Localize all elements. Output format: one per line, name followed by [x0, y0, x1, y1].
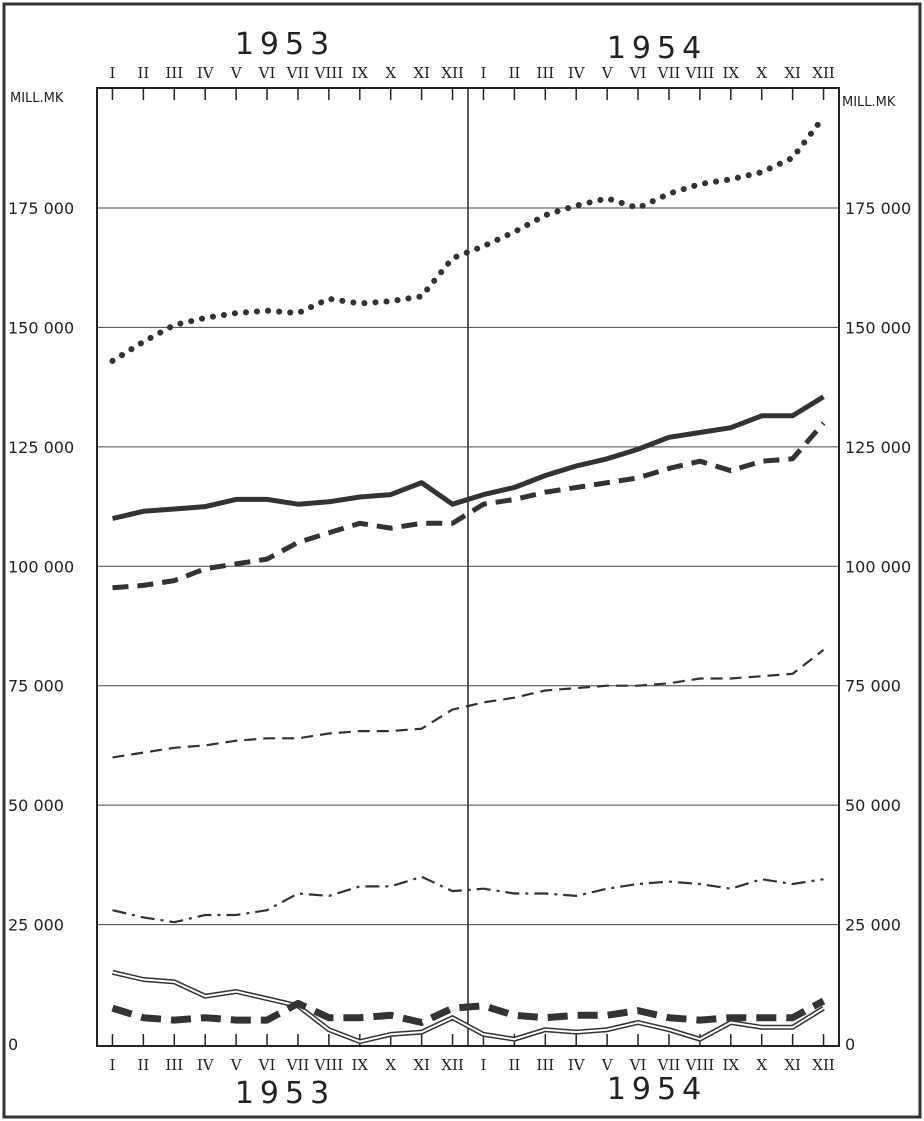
- month-label-bottom: VII: [657, 1056, 681, 1074]
- month-label-top: VII: [286, 64, 310, 82]
- series-line-dotted-heavy: [109, 114, 827, 364]
- y-tick-label-right: 50 000: [845, 796, 901, 815]
- month-label-top: IV: [568, 64, 586, 82]
- y-tick-label-left: 0: [8, 1035, 18, 1054]
- month-label-top: VIII: [685, 64, 715, 82]
- month-label-top: VII: [657, 64, 681, 82]
- series-line-dashed-extra-heavy: [111, 997, 826, 1026]
- series-line-dashed-heavy: [112, 421, 826, 591]
- month-label-bottom: IV: [197, 1056, 215, 1074]
- month-label-top: X: [385, 64, 396, 82]
- month-label-bottom: I: [109, 1056, 115, 1074]
- month-label-bottom: II: [137, 1056, 149, 1074]
- y-tick-label-left: 75 000: [8, 677, 64, 696]
- month-label-top: IX: [351, 64, 368, 82]
- y-tick-label-right: 100 000: [845, 557, 911, 576]
- series-path: [111, 997, 826, 1026]
- month-label-bottom: VI: [629, 1056, 647, 1074]
- month-label-bottom: IX: [722, 1056, 739, 1074]
- series-line-double-line: [111, 969, 825, 1045]
- y-tick-label-left: 125 000: [8, 438, 74, 457]
- month-label-top: V: [601, 64, 614, 82]
- series-line-dash-dot: [112, 875, 824, 924]
- month-label-bottom: I: [480, 1056, 486, 1074]
- month-label-top: XII: [812, 64, 835, 82]
- y-tick-label-right: 0: [845, 1035, 855, 1054]
- y-tick-label-left: 25 000: [8, 916, 64, 935]
- month-label-top: XI: [784, 64, 801, 82]
- month-label-top: VI: [258, 64, 276, 82]
- month-label-bottom: IV: [568, 1056, 586, 1074]
- month-label-top: X: [756, 64, 767, 82]
- y-tick-label-right: 125 000: [845, 438, 911, 457]
- y-tick-label-right: 75 000: [845, 677, 901, 696]
- month-label-bottom: VIII: [314, 1056, 344, 1074]
- y-tick-label-right: 150 000: [845, 318, 911, 337]
- month-label-bottom: X: [385, 1056, 396, 1074]
- month-label-top: I: [109, 64, 115, 82]
- month-label-top: V: [230, 64, 243, 82]
- y-tick-label-left: 100 000: [8, 557, 74, 576]
- y-tick-label-left: 150 000: [8, 318, 74, 337]
- month-label-bottom: VIII: [685, 1056, 715, 1074]
- series-path: [112, 421, 826, 591]
- month-label-top: II: [137, 64, 149, 82]
- month-label-bottom: XI: [413, 1056, 430, 1074]
- month-label-bottom: III: [536, 1056, 554, 1074]
- year-label-top-1954: 1954: [607, 31, 707, 66]
- month-label-bottom: III: [165, 1056, 183, 1074]
- y-tick-label-right: 175 000: [845, 199, 911, 218]
- series-path: [109, 114, 827, 364]
- series-line-dashed-thin: [112, 649, 825, 759]
- series-layer: [109, 114, 827, 1045]
- month-label-bottom: VI: [258, 1056, 276, 1074]
- series-path: [111, 394, 825, 521]
- tick-layer: 0 0 25 000 25 000 50 000 50 000 75 000 75 000 10…: [8, 64, 911, 1074]
- series-path: [112, 649, 825, 759]
- month-label-bottom: II: [508, 1056, 520, 1074]
- y-unit-label-left: MILL.MK: [10, 91, 64, 106]
- year-label-bottom-1954: 1954: [607, 1072, 707, 1107]
- month-label-top: VI: [629, 64, 647, 82]
- month-label-bottom: V: [601, 1056, 614, 1074]
- month-label-top: I: [480, 64, 486, 82]
- month-label-top: III: [165, 64, 183, 82]
- month-label-bottom: V: [230, 1056, 243, 1074]
- month-label-bottom: XII: [441, 1056, 464, 1074]
- month-label-top: II: [508, 64, 520, 82]
- month-label-bottom: XI: [784, 1056, 801, 1074]
- month-label-top: XII: [441, 64, 464, 82]
- y-tick-label-left: 50 000: [8, 796, 64, 815]
- month-label-bottom: XII: [812, 1056, 835, 1074]
- month-label-top: XI: [413, 64, 430, 82]
- series-path-inner: [112, 971, 825, 1043]
- month-label-top: IV: [197, 64, 215, 82]
- month-label-top: VIII: [314, 64, 344, 82]
- year-label-top-1953: 1953: [235, 27, 335, 62]
- series-line-solid-heavy: [111, 394, 825, 521]
- series-path: [112, 875, 824, 924]
- y-tick-label-left: 175 000: [8, 199, 74, 218]
- month-label-bottom: IX: [351, 1056, 368, 1074]
- year-label-bottom-1953: 1953: [235, 1076, 335, 1111]
- y-unit-label-right: MILL.MK: [842, 95, 896, 110]
- month-label-bottom: X: [756, 1056, 767, 1074]
- month-label-top: III: [536, 64, 554, 82]
- y-tick-label-right: 25 000: [845, 916, 901, 935]
- month-label-top: IX: [722, 64, 739, 82]
- month-label-bottom: VII: [286, 1056, 310, 1074]
